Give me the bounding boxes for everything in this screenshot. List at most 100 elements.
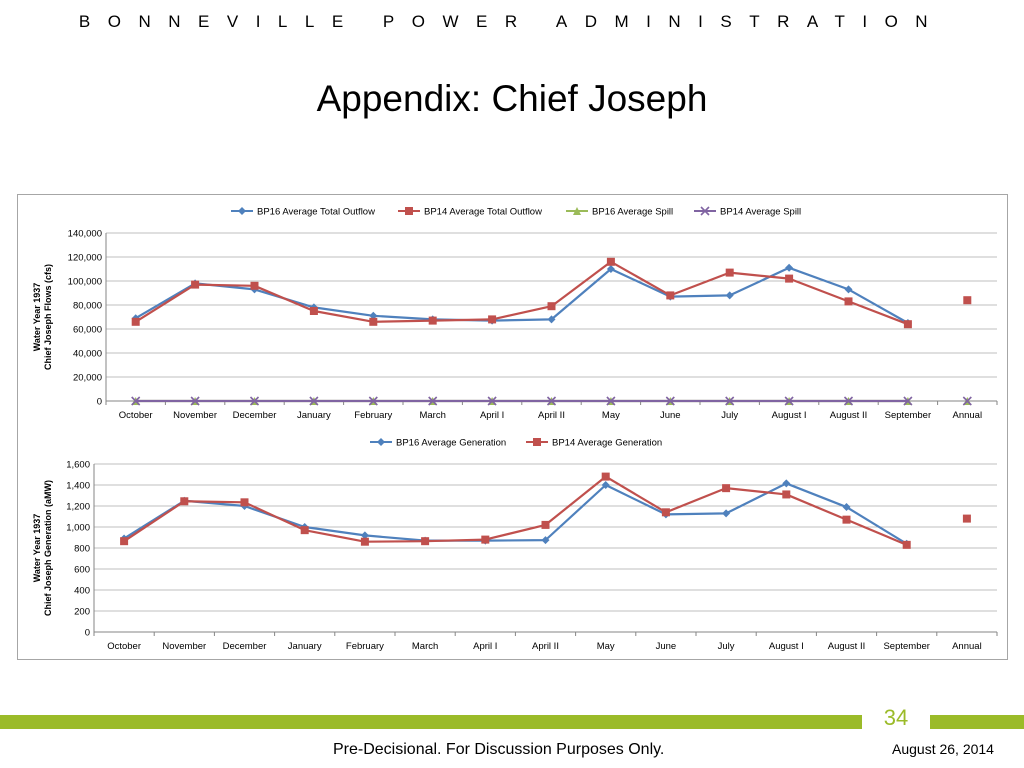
data-point [309,307,318,315]
data-point [428,316,437,325]
data-point [844,297,853,306]
data-point [725,396,735,406]
y-tick-label: 1,000 [66,523,90,534]
page-title: Appendix: Chief Joseph [316,78,708,119]
series-line [135,266,909,324]
x-tick-label: March [419,410,445,421]
data-point [785,274,794,283]
data-point [665,396,675,406]
y-tick-label: 200 [74,607,90,618]
x-tick-label: August I [772,410,807,421]
data-point [250,281,259,290]
y-axis-title: Water Year 1937 [32,283,42,352]
footer-note: Pre-Decisional. For Discussion Purposes … [333,741,665,758]
chart-panel: 0 20,000 40,000 60,000 80,000 100,000 120,000 1… [17,194,1008,660]
data-point [488,315,497,324]
x-tick-label: April I [480,410,504,421]
organization-header: BONNEVILLE POWER ADMINISTRATION [78,12,946,31]
legend-swatch-marker [573,207,581,215]
legend-entry: BP14 Average Spill [720,207,801,218]
data-point [784,396,794,406]
data-point [481,535,490,544]
data-point [725,268,734,277]
series-line [123,475,908,546]
x-tick-label: May [602,410,620,421]
data-point [606,265,615,273]
footer-date: August 26, 2014 [892,741,994,757]
data-point [725,291,734,300]
data-point [120,537,129,546]
legend-entry: BP16 Average Spill [592,207,673,218]
y-axis-title: Water Year 1937 [32,514,42,583]
x-tick-label: November [162,641,206,652]
x-tick-label: August II [828,641,866,652]
x-tick-label: July [721,410,738,421]
y-tick-label: 20,000 [73,373,102,384]
page-number: 34 [883,705,909,730]
generation-chart: 0 200 400 600 800 1,000 1,200 1,400 1,600 October… [32,438,998,652]
data-point [606,396,616,406]
data-point [606,257,615,266]
data-point [722,509,731,518]
x-tick-label: April II [532,641,559,652]
x-tick-label: December [223,641,267,652]
data-point [661,508,670,517]
data-point [782,479,791,488]
legend-swatch-marker [533,438,541,446]
data-point [785,263,794,272]
data-point [428,396,438,406]
legend-entry: BP16 Average Generation [396,438,506,449]
flows-chart: 0 20,000 40,000 60,000 80,000 100,000 120,000 1… [32,206,998,421]
x-tick-label: September [885,410,931,421]
data-point [601,481,610,489]
y-axis-title: Chief Joseph Flows (cfs) [43,264,53,370]
x-tick-label: October [107,641,141,652]
series-line [135,260,909,326]
data-point [541,536,550,545]
y-tick-label: 1,200 [66,502,90,513]
legend-entry: BP14 Average Generation [552,438,662,449]
x-tick-label: March [412,641,438,652]
data-point [546,396,557,406]
data-point [369,317,378,326]
x-tick-label: December [233,410,277,421]
y-tick-label: 80,000 [73,301,102,312]
x-tick-label: January [288,641,322,652]
y-tick-label: 0 [97,397,102,408]
data-point [300,526,309,535]
data-point [360,531,369,540]
data-point [722,484,731,493]
data-point [842,515,851,524]
y-tick-label: 120,000 [68,253,102,264]
data-point [360,537,369,546]
y-axis-title: Chief Joseph Generation (aMW) [43,480,53,616]
legend-swatch-marker [700,206,710,216]
legend-swatch-marker [377,438,385,446]
data-point [666,291,675,300]
y-tick-label: 800 [74,544,90,555]
x-tick-label: August I [769,641,804,652]
legend-entry: BP16 Average Total Outflow [257,207,375,218]
x-tick-label: September [883,641,929,652]
data-point [601,472,610,481]
footer-accent-bar-right [930,715,1024,729]
x-tick-label: February [346,641,384,652]
data-point [421,537,430,546]
data-point [190,396,200,406]
data-point [902,540,911,549]
data-point [547,315,556,324]
legend-swatch-marker [405,207,413,215]
y-tick-label: 60,000 [73,325,102,336]
x-tick-label: June [660,410,681,421]
x-tick-label: October [119,410,153,421]
y-tick-label: 400 [74,586,90,597]
data-point [903,320,912,329]
data-point [844,285,853,294]
y-tick-label: 1,600 [66,460,90,471]
legend-entry: BP14 Average Total Outflow [424,207,542,218]
data-point [191,280,200,289]
data-point [541,520,550,529]
x-tick-label: April I [473,641,497,652]
data-point [963,296,972,305]
y-tick-label: 0 [85,628,90,639]
